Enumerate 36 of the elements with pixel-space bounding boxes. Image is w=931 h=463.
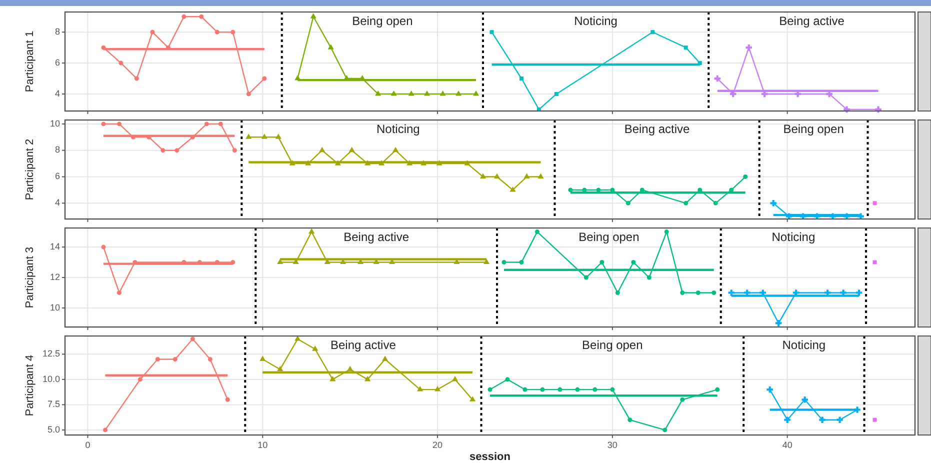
x-tick-label: 0 (85, 440, 90, 450)
y-tick-label: 14 (50, 241, 60, 252)
y-axis-title: Participant 4 (24, 354, 36, 416)
y-tick-label: 10 (50, 118, 60, 128)
y-axis-title: Participant 2 (24, 138, 36, 200)
y-tick-label: 7.5 (47, 399, 60, 410)
annotation: Being active (779, 14, 845, 28)
y-axis-title: Participant 3 (24, 246, 36, 308)
annotation: Being active (344, 230, 410, 244)
y-axis-title: Participant 1 (24, 30, 36, 92)
y-tick-label: 8 (54, 144, 60, 155)
y-tick-label: 8 (54, 26, 60, 36)
y-tick-label: 12.5 (42, 348, 60, 359)
annotation: Being active (624, 122, 690, 136)
annotation: Being open (352, 14, 413, 28)
annotation: Noticing (772, 230, 816, 244)
y-tick-label: 10.0 (42, 374, 60, 384)
x-tick-label: 20 (432, 440, 443, 450)
annotation: Being open (783, 122, 844, 136)
x-tick-label: 30 (607, 440, 618, 450)
annotation: Being open (578, 230, 640, 244)
x-axis-title: session (470, 451, 511, 463)
annotation: Noticing (574, 14, 618, 28)
y-tick-label: 4 (54, 88, 60, 98)
y-tick-label: 10 (50, 302, 60, 312)
y-tick-label: 4 (54, 198, 60, 208)
y-tick-label: 5.0 (47, 424, 60, 434)
x-tick-label: 40 (782, 440, 792, 450)
annotation: Noticing (782, 338, 826, 352)
y-tick-label: 6 (54, 171, 60, 182)
y-tick-label: 6 (54, 57, 60, 68)
x-tick-label: 10 (258, 440, 268, 450)
annotation: Noticing (376, 122, 420, 136)
annotation: Being active (330, 338, 396, 352)
y-tick-label: 12 (50, 272, 60, 282)
annotation: Being open (582, 338, 643, 352)
